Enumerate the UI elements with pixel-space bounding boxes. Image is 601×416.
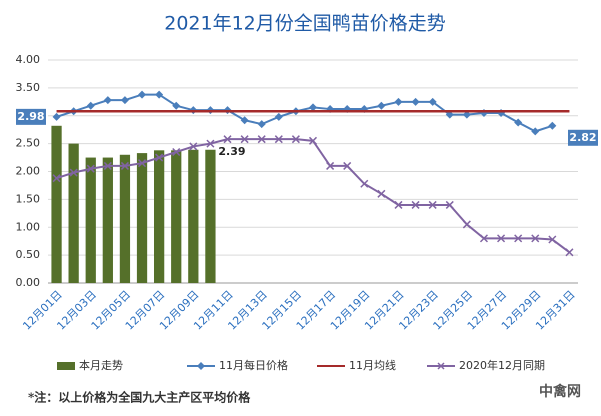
- marker: [343, 161, 352, 170]
- marker: [103, 96, 112, 105]
- marker: [428, 97, 437, 106]
- bar: [85, 157, 96, 283]
- value-label: 2.82: [569, 131, 596, 144]
- series-line: [56, 93, 553, 133]
- bar: [171, 150, 182, 283]
- marker: [360, 179, 369, 188]
- y-tick-label: 4.00: [16, 53, 41, 66]
- marker: [326, 161, 335, 170]
- y-tick-label: 2.00: [16, 165, 41, 178]
- marker: [377, 101, 386, 110]
- bar: [136, 153, 148, 283]
- marker: [291, 135, 300, 144]
- bar: [119, 154, 131, 283]
- chart-title: 2021年12月份全国鸭苗价格走势: [164, 13, 446, 35]
- marker: [462, 110, 471, 119]
- marker: [240, 116, 249, 125]
- marker: [548, 121, 557, 130]
- legend-label: 本月走势: [79, 358, 123, 372]
- marker: [52, 174, 61, 183]
- legend-marker: [197, 362, 205, 370]
- footnote: *注：以上价格为全国九大主产区平均价格: [28, 390, 251, 405]
- marker: [565, 248, 574, 257]
- marker: [308, 136, 318, 145]
- value-label-box: [568, 129, 598, 146]
- marker: [120, 96, 129, 105]
- bar: [51, 125, 62, 283]
- marker: [86, 101, 95, 110]
- value-label-box: [16, 108, 46, 125]
- marker: [155, 90, 164, 99]
- legend-label: 11月均线: [349, 358, 396, 372]
- marker: [394, 200, 403, 209]
- marker: [394, 97, 403, 106]
- y-tick-label: 1.00: [16, 220, 41, 233]
- y-tick-label: 1.50: [16, 192, 41, 205]
- marker: [120, 161, 129, 170]
- bar: [68, 143, 79, 283]
- bar: [205, 149, 216, 283]
- marker: [428, 200, 437, 209]
- value-label: 2.39: [218, 145, 245, 158]
- marker: [172, 147, 181, 157]
- marker: [86, 164, 95, 173]
- marker: [69, 168, 78, 177]
- marker: [445, 110, 454, 119]
- marker: [189, 142, 198, 151]
- marker: [411, 97, 420, 106]
- marker: [52, 112, 61, 121]
- bar: [154, 150, 165, 283]
- y-tick-label: 2.50: [16, 137, 41, 150]
- marker: [138, 159, 147, 168]
- marker: [309, 103, 317, 112]
- legend-label: 11月每日价格: [219, 358, 288, 372]
- marker: [138, 90, 147, 99]
- marker: [479, 234, 488, 243]
- series-line: [56, 138, 571, 254]
- marker: [257, 135, 266, 144]
- marker: [377, 189, 386, 198]
- bar: [188, 149, 199, 283]
- legend-swatch: [57, 362, 75, 370]
- marker: [531, 234, 540, 243]
- marker: [274, 135, 283, 144]
- marker: [531, 127, 540, 136]
- marker: [497, 234, 506, 243]
- legend-marker: [437, 362, 445, 370]
- marker: [462, 220, 471, 229]
- marker: [206, 139, 215, 148]
- value-label: 2.98: [17, 110, 44, 123]
- y-tick-label: 0.50: [16, 248, 41, 261]
- marker: [103, 161, 112, 170]
- marker: [514, 118, 523, 127]
- y-tick-label: 3.50: [16, 81, 41, 94]
- watermark: 中禽网: [539, 383, 581, 400]
- marker: [240, 135, 249, 144]
- marker: [411, 200, 420, 209]
- marker: [548, 235, 557, 244]
- marker: [274, 112, 283, 121]
- marker: [155, 153, 164, 162]
- marker: [445, 200, 454, 209]
- y-tick-label: 0.00: [16, 276, 41, 289]
- bar: [102, 157, 113, 283]
- marker: [514, 234, 523, 243]
- marker: [223, 135, 232, 144]
- marker: [257, 120, 266, 129]
- marker: [172, 101, 181, 110]
- legend-label: 2020年12月同期: [459, 358, 545, 372]
